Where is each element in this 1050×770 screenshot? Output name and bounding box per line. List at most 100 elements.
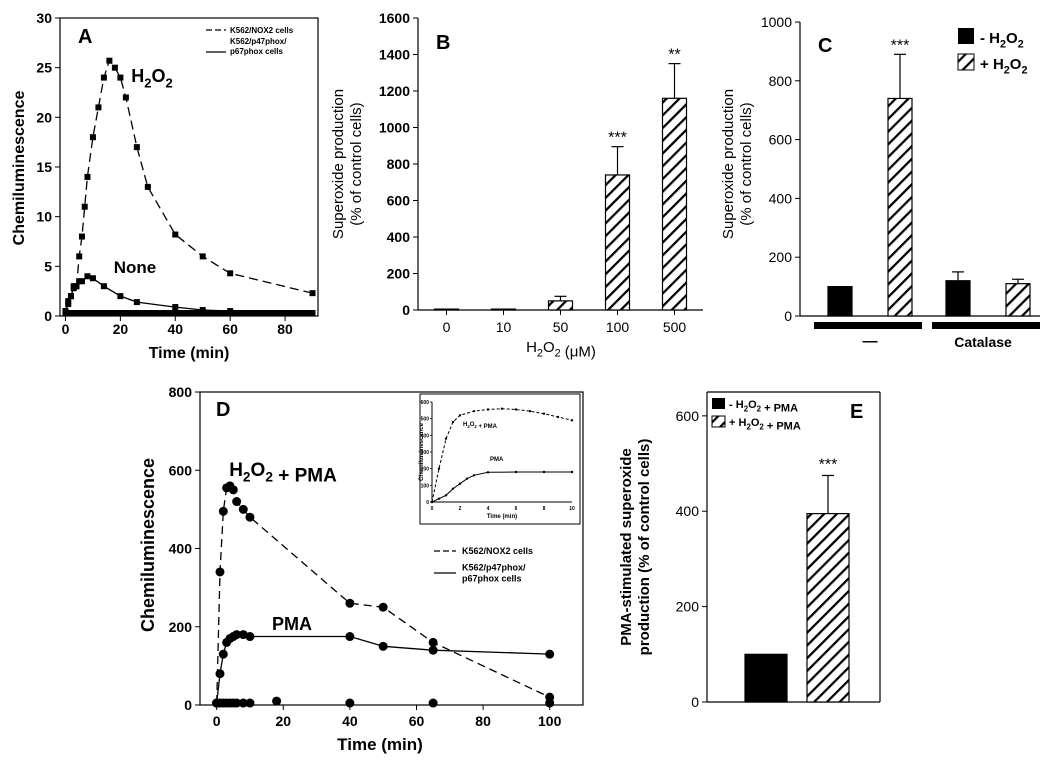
annotation-h2o2-pma: H2O2 + PMA	[229, 460, 337, 487]
text-span: 2	[1004, 65, 1010, 77]
bar	[547, 300, 574, 311]
y-axis-label: Chemiluminescence	[11, 91, 28, 246]
inset-data-point	[430, 500, 434, 504]
bar	[433, 308, 460, 311]
inset-y-tick-label: 400	[421, 433, 430, 439]
data-point	[345, 632, 355, 642]
x-tick-label: 20	[275, 713, 291, 729]
text-span: O	[251, 460, 266, 481]
legend-label: K562/p47phox/p67phox cells	[230, 37, 287, 56]
text-span: 2	[474, 424, 477, 429]
data-point	[260, 310, 267, 317]
data-point	[166, 310, 173, 317]
y-tick-label: 200	[387, 266, 411, 282]
data-point	[282, 310, 289, 317]
data-point	[65, 301, 72, 308]
text-span: 2	[144, 75, 151, 90]
data-point	[345, 598, 355, 608]
data-point	[78, 310, 85, 317]
x-tick-label: 40	[167, 321, 183, 337]
bar	[744, 653, 788, 703]
inset-data-point	[472, 474, 476, 477]
y-tick-label: 30	[36, 10, 52, 26]
data-point	[177, 310, 184, 317]
inset-y-tick-label: 200	[421, 467, 430, 473]
y-tick-label: 800	[169, 384, 193, 400]
inset-data-point	[444, 437, 448, 440]
text-span: 2	[1021, 65, 1027, 77]
panel-b: 0 200 400 600 800 1000 1200 1400 1600 0 10 50 *** 100…	[330, 10, 703, 361]
text-span: 2	[537, 348, 543, 360]
y-tick-label: 10	[36, 209, 52, 225]
label-line: PMA-stimulated superoxide	[618, 448, 635, 646]
data-point	[245, 632, 255, 642]
legend: K562/NOX2 cells K562/p47phox/p67phox cell…	[434, 546, 533, 583]
inset-data-point	[542, 412, 546, 415]
data-point	[227, 270, 234, 277]
text-span: +	[729, 417, 738, 429]
x-tick-label: 60	[222, 321, 238, 337]
inset-data-point	[486, 471, 490, 474]
data-point	[76, 253, 83, 260]
inset-annotation: PMA	[490, 457, 504, 463]
inset-data-point	[437, 467, 441, 470]
data-point	[378, 641, 388, 651]
panel-e: 0 200 400 600 *** PMA-stimulated superoxidepr…	[618, 391, 881, 710]
inset-data-point	[514, 408, 518, 411]
y-tick-label: 1600	[379, 10, 410, 26]
data-point	[133, 310, 140, 317]
label-line: p67phox cells	[462, 573, 522, 583]
data-point	[228, 485, 238, 495]
inset-y-label: Chemiluminescence	[419, 422, 425, 481]
data-point	[199, 253, 206, 260]
data-point	[238, 504, 248, 514]
data-point	[238, 310, 245, 317]
inset-data-point	[465, 477, 469, 480]
data-point	[106, 57, 113, 64]
y-tick-label: 1000	[379, 120, 410, 136]
text-span: + PMA	[273, 466, 337, 487]
data-point	[249, 310, 256, 317]
data-point	[122, 310, 129, 317]
inset-data-point	[570, 470, 574, 474]
legend-label: - H2O2	[980, 30, 1024, 51]
inset-x-label: Time (min)	[487, 514, 517, 520]
text-span: 2	[166, 75, 173, 90]
data-point	[133, 144, 140, 151]
text-span: O	[151, 66, 165, 86]
data-point	[545, 649, 555, 659]
x-tick-label: 20	[113, 321, 129, 337]
data-point	[205, 310, 212, 317]
data-point	[265, 310, 272, 317]
legend-swatch-hatched	[957, 53, 975, 71]
text-span: + PMA	[477, 424, 498, 430]
y-tick-label: 20	[36, 109, 52, 125]
data-point	[216, 310, 223, 317]
x-tick-label: 40	[342, 713, 358, 729]
y-tick-label: 0	[44, 308, 52, 324]
data-point	[298, 310, 305, 317]
data-point	[95, 310, 102, 317]
inset-x-tick-label: 0	[431, 506, 434, 512]
bar	[604, 174, 631, 311]
label-line: K562/p47phox/	[230, 37, 287, 46]
y-tick-label: 0	[184, 697, 192, 713]
x-tick-label: 0	[62, 321, 70, 337]
y-tick-label: 200	[169, 619, 193, 635]
text-span: H	[993, 56, 1004, 73]
data-point	[84, 273, 91, 280]
data-point	[73, 310, 80, 317]
y-tick-label: 200	[676, 599, 700, 615]
inset-x-tick-label: 6	[515, 506, 518, 512]
data-point	[144, 310, 151, 317]
panel-letter: E	[850, 401, 863, 423]
data-point	[100, 310, 107, 317]
data-point	[117, 310, 124, 317]
data-point	[545, 698, 555, 708]
data-point	[89, 275, 96, 282]
text-span: 2	[757, 404, 762, 413]
bar	[945, 280, 971, 317]
y-tick-label: 200	[769, 249, 793, 265]
text-span: 2	[746, 422, 751, 431]
data-point	[67, 310, 74, 317]
